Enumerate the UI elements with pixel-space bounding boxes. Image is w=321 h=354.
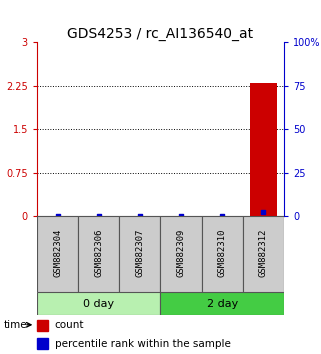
Point: [137, 213, 143, 219]
Point: [178, 213, 184, 219]
Bar: [37, 338, 48, 349]
Point: [96, 213, 101, 219]
Bar: [160, 216, 202, 292]
Point: [261, 210, 266, 215]
Text: GSM882307: GSM882307: [135, 228, 144, 277]
Bar: [202, 216, 243, 292]
Title: GDS4253 / rc_AI136540_at: GDS4253 / rc_AI136540_at: [67, 28, 254, 41]
Text: 2 day: 2 day: [207, 298, 238, 309]
Point: [55, 213, 60, 219]
Bar: [243, 216, 284, 292]
Bar: [37, 216, 78, 292]
Bar: [37, 292, 160, 315]
Bar: [250, 83, 277, 216]
Text: percentile rank within the sample: percentile rank within the sample: [55, 339, 230, 349]
Text: 0 day: 0 day: [83, 298, 114, 309]
Bar: [78, 216, 119, 292]
Text: GSM882304: GSM882304: [53, 228, 62, 277]
Text: GSM882310: GSM882310: [218, 228, 227, 277]
Text: GSM882309: GSM882309: [177, 228, 186, 277]
Point: [220, 213, 225, 219]
Bar: [37, 320, 48, 331]
Bar: [160, 292, 284, 315]
Text: count: count: [55, 320, 84, 330]
Text: time: time: [3, 320, 27, 330]
Text: GSM882312: GSM882312: [259, 228, 268, 277]
Text: GSM882306: GSM882306: [94, 228, 103, 277]
Bar: [119, 216, 160, 292]
